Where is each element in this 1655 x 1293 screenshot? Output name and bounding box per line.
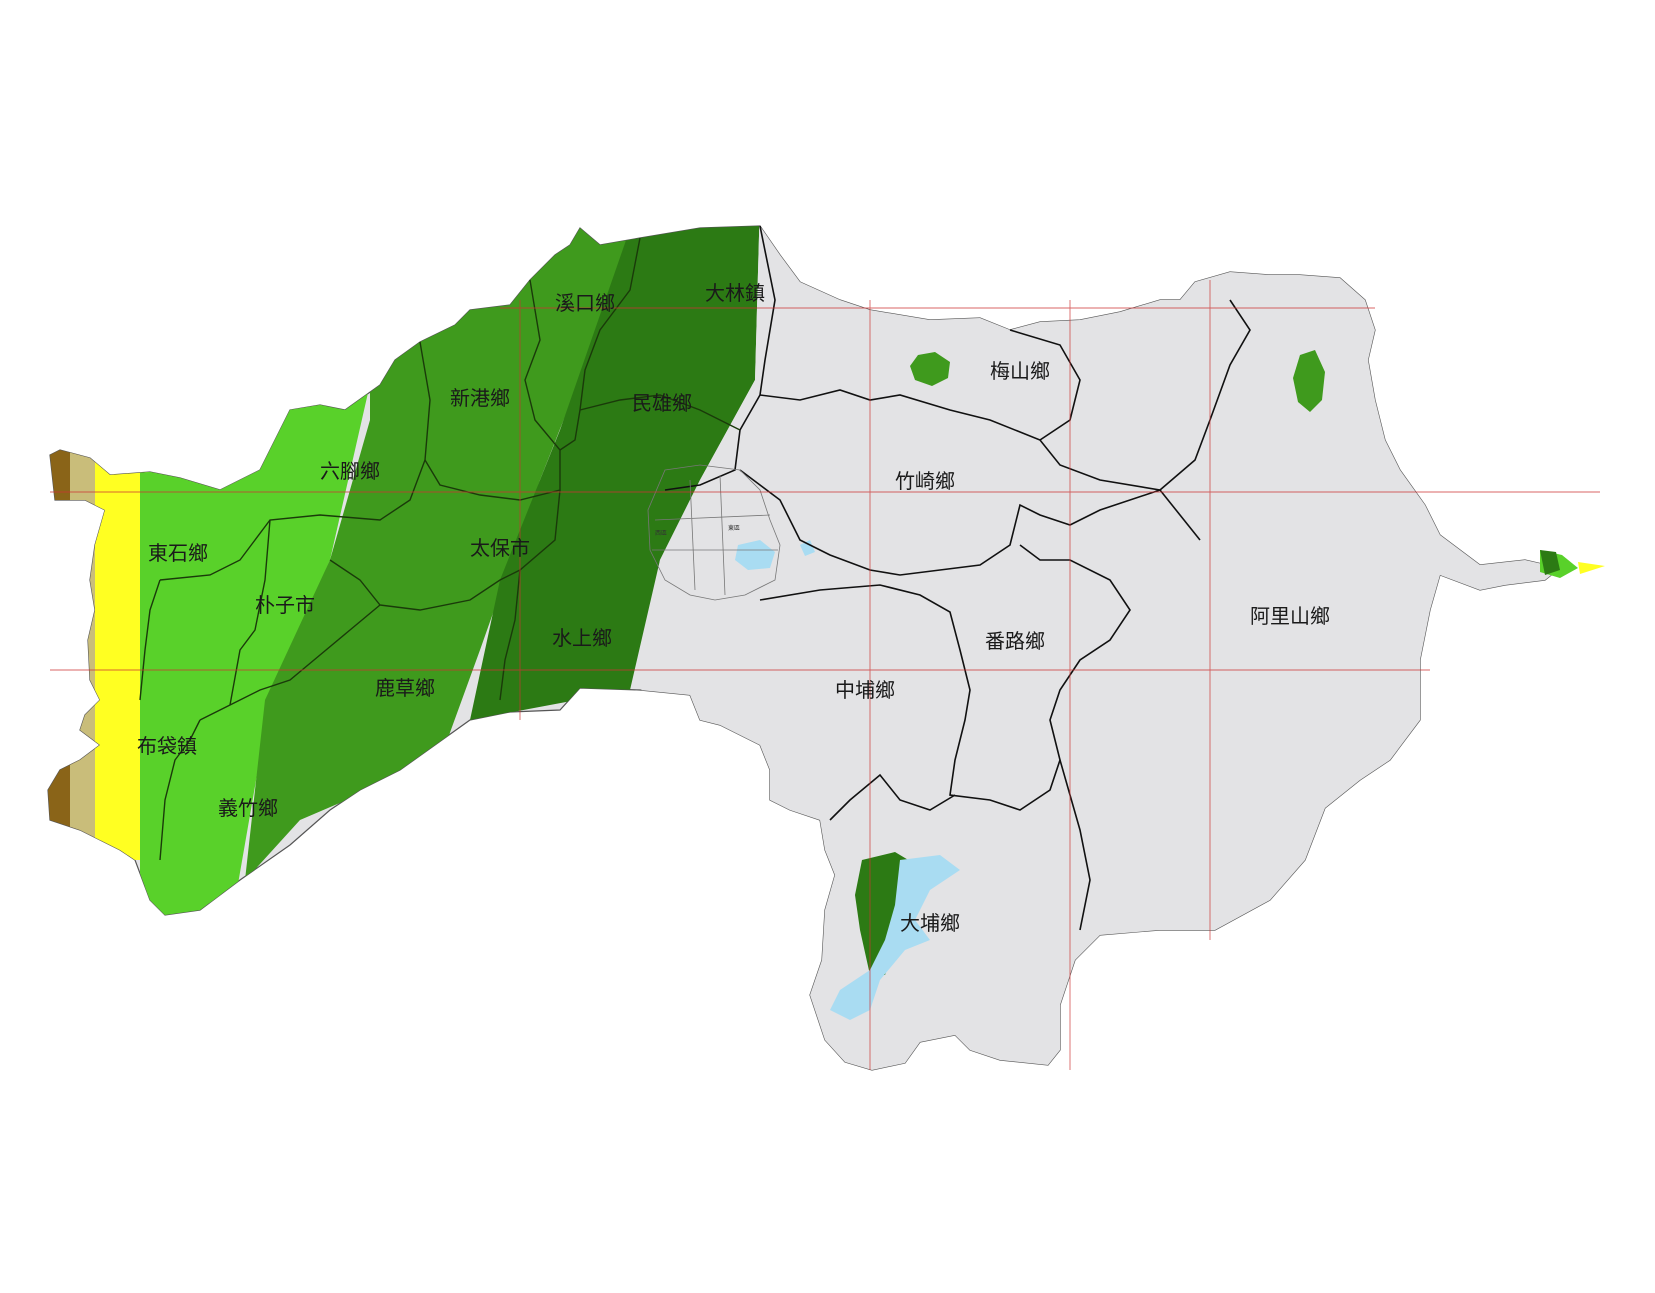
district-labels: 大林鎮 溪口鄉 梅山鄉 新港鄉 民雄鄉 六腳鄉 竹崎鄉 東石鄉 太保市 朴子市 … bbox=[137, 281, 1330, 935]
pond-chiayi-2 bbox=[800, 540, 815, 556]
band-grey-overlay bbox=[640, 226, 1560, 1070]
label-dapu: 大埔鄉 bbox=[900, 911, 960, 935]
label-liujiao: 六腳鄉 bbox=[320, 459, 380, 483]
label-zhongpu: 中埔鄉 bbox=[835, 678, 895, 702]
label-dongshi: 東石鄉 bbox=[148, 541, 208, 565]
label-xikou: 溪口鄉 bbox=[555, 291, 615, 315]
patch-alishan-north bbox=[1293, 350, 1325, 412]
pond-chiayi bbox=[735, 540, 775, 570]
band-brown bbox=[48, 440, 80, 520]
label-puzi: 朴子市 bbox=[255, 593, 315, 617]
chiayi-city bbox=[647, 464, 781, 601]
label-meishan: 梅山鄉 bbox=[990, 359, 1050, 383]
band-green-mid bbox=[200, 226, 650, 930]
patch-east-tip-dark bbox=[1540, 550, 1560, 575]
band-green-light bbox=[140, 340, 380, 930]
label-dalin: 大林鎮 bbox=[705, 281, 765, 305]
label-city-west: 西區 bbox=[655, 530, 667, 537]
band-yellow bbox=[95, 440, 150, 860]
patch-east-tip-yellow bbox=[1578, 562, 1605, 574]
west-district-borders bbox=[139, 237, 741, 861]
label-fanlu: 番路鄉 bbox=[985, 629, 1045, 653]
label-taibao: 太保市 bbox=[470, 536, 530, 560]
label-lucao: 鹿草鄉 bbox=[375, 676, 435, 700]
label-xingang: 新港鄉 bbox=[450, 386, 510, 410]
label-city-east: 東區 bbox=[728, 524, 740, 532]
band-brown-south bbox=[48, 760, 80, 850]
label-minxiong: 民雄鄉 bbox=[632, 391, 692, 415]
map-grid bbox=[50, 280, 1600, 1070]
label-budai: 布袋鎮 bbox=[137, 734, 197, 758]
patch-meishan bbox=[910, 352, 950, 386]
reservoir-dapu bbox=[830, 855, 960, 1020]
band-green-dark bbox=[470, 226, 760, 720]
label-shuishang: 水上鄉 bbox=[552, 626, 612, 650]
label-yizhu: 義竹鄉 bbox=[218, 796, 278, 820]
label-alishan: 阿里山鄉 bbox=[1250, 604, 1330, 628]
label-zhuqi: 竹崎鄉 bbox=[895, 469, 955, 493]
